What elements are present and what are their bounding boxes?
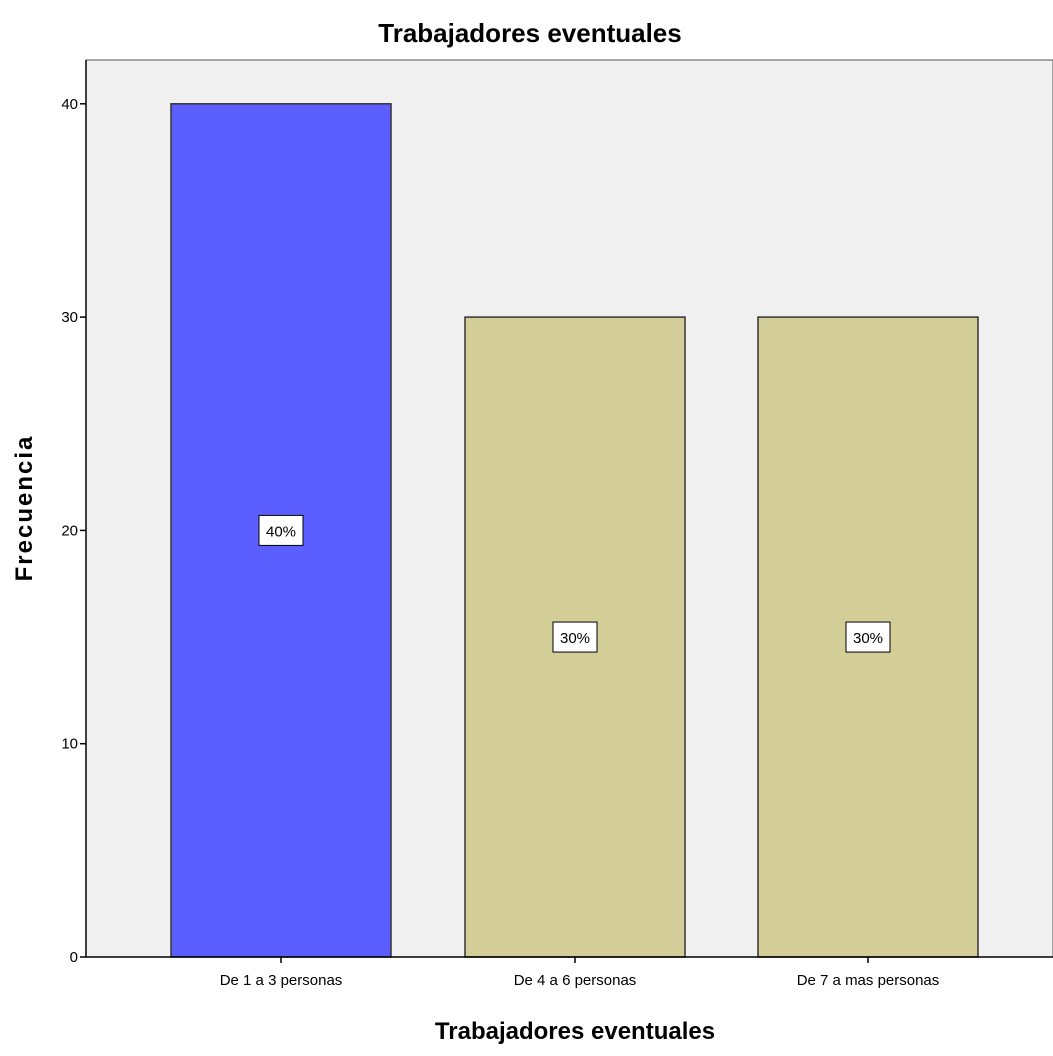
y-axis-title: Frecuencia: [11, 435, 38, 582]
data-label: 40%: [266, 523, 296, 540]
chart-title: Trabajadores eventuales: [378, 18, 681, 48]
data-label-box: [552, 621, 598, 653]
y-tick-label: 20: [61, 522, 78, 539]
x-axis-title: Trabajadores eventuales: [435, 1018, 715, 1045]
x-tick-label: De 1 a 3 personas: [220, 972, 343, 989]
y-tick-label: 40: [61, 96, 78, 113]
data-label-box: [845, 621, 891, 653]
x-axis: De 1 a 3 personas De 4 a 6 personas De 7 a…: [86, 956, 1053, 989]
y-tick-label: 10: [61, 736, 78, 753]
data-label-box: [258, 514, 304, 546]
y-axis: 0 10 20 30 40: [61, 60, 87, 966]
x-tick-label: De 4 a 6 personas: [514, 972, 637, 989]
data-label: 30%: [560, 630, 590, 647]
x-tick-label: De 7 a mas personas: [797, 972, 940, 989]
data-labels: 40% 30% 30%: [258, 514, 891, 653]
data-label: 30%: [853, 630, 883, 647]
y-tick-label: 30: [61, 309, 78, 326]
y-tick-label: 0: [70, 949, 78, 966]
